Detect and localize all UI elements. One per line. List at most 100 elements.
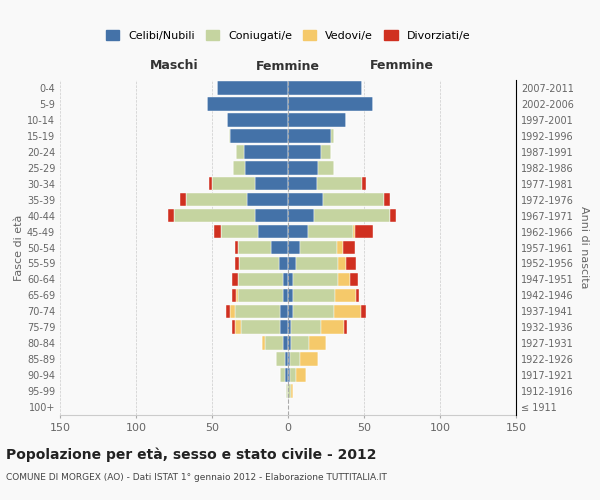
Bar (338, 256, 346, 270)
Bar (288, 352, 290, 366)
Bar (239, 256, 279, 270)
Bar (288, 193, 323, 206)
Y-axis label: Anni di nascita: Anni di nascita (579, 206, 589, 289)
Text: COMUNE DI MORGEX (AO) - Dati ISTAT 1° gennaio 2012 - Elaborazione TUTTITALIA.IT: COMUNE DI MORGEX (AO) - Dati ISTAT 1° ge… (6, 472, 387, 482)
Bar (338, 272, 350, 286)
Bar (285, 352, 288, 366)
Bar (212, 177, 254, 190)
Text: Femmine: Femmine (256, 60, 320, 74)
Bar (288, 81, 362, 95)
Bar (286, 384, 288, 398)
Bar (279, 256, 288, 270)
Bar (230, 129, 288, 142)
Bar (254, 209, 288, 222)
Bar (322, 145, 331, 158)
Bar (288, 368, 290, 382)
Bar (257, 225, 288, 238)
Bar (337, 240, 343, 254)
Bar (209, 177, 212, 190)
Bar (288, 384, 291, 398)
Bar (296, 368, 306, 382)
Bar (288, 145, 322, 158)
Bar (238, 272, 283, 286)
Bar (293, 288, 335, 302)
Bar (291, 320, 322, 334)
Bar (227, 113, 288, 126)
Bar (245, 161, 288, 174)
Bar (300, 240, 337, 254)
Bar (288, 336, 291, 350)
Bar (296, 256, 338, 270)
Bar (232, 320, 235, 334)
Bar (288, 129, 331, 142)
Bar (288, 97, 373, 110)
Bar (288, 240, 300, 254)
Bar (174, 209, 254, 222)
Bar (283, 288, 288, 302)
Bar (288, 272, 293, 286)
Bar (229, 129, 230, 142)
Bar (293, 304, 334, 318)
Bar (186, 193, 247, 206)
Bar (300, 352, 319, 366)
Bar (308, 225, 353, 238)
Bar (288, 320, 291, 334)
Bar (291, 384, 293, 398)
Bar (280, 320, 288, 334)
Bar (288, 209, 314, 222)
Bar (288, 113, 346, 126)
Bar (353, 225, 355, 238)
Bar (323, 193, 384, 206)
Bar (235, 304, 280, 318)
Bar (288, 256, 296, 270)
Bar (217, 81, 288, 95)
Bar (236, 145, 244, 158)
Bar (262, 336, 265, 350)
Bar (221, 225, 257, 238)
Bar (291, 336, 309, 350)
Bar (346, 256, 356, 270)
Bar (230, 304, 235, 318)
Bar (384, 193, 390, 206)
Bar (238, 288, 283, 302)
Bar (314, 209, 390, 222)
Bar (232, 272, 238, 286)
Bar (168, 209, 174, 222)
Bar (293, 272, 338, 286)
Bar (247, 193, 288, 206)
Bar (271, 240, 288, 254)
Bar (309, 336, 326, 350)
Bar (208, 97, 288, 110)
Y-axis label: Fasce di età: Fasce di età (14, 214, 24, 280)
Bar (280, 304, 288, 318)
Bar (319, 161, 334, 174)
Bar (334, 304, 361, 318)
Bar (285, 368, 288, 382)
Bar (331, 129, 334, 142)
Bar (254, 177, 288, 190)
Bar (236, 288, 238, 302)
Bar (235, 256, 239, 270)
Bar (238, 240, 271, 254)
Text: Maschi: Maschi (149, 58, 199, 71)
Bar (233, 161, 245, 174)
Bar (288, 225, 308, 238)
Bar (288, 288, 293, 302)
Bar (283, 336, 288, 350)
Bar (180, 193, 186, 206)
Bar (362, 177, 365, 190)
Bar (390, 209, 396, 222)
Bar (356, 288, 359, 302)
Bar (235, 320, 241, 334)
Bar (344, 320, 347, 334)
Bar (244, 145, 288, 158)
Bar (226, 304, 230, 318)
Bar (335, 288, 356, 302)
Bar (290, 352, 300, 366)
Bar (214, 225, 221, 238)
Bar (288, 304, 293, 318)
Bar (265, 336, 283, 350)
Bar (232, 288, 236, 302)
Bar (361, 304, 365, 318)
Bar (350, 272, 358, 286)
